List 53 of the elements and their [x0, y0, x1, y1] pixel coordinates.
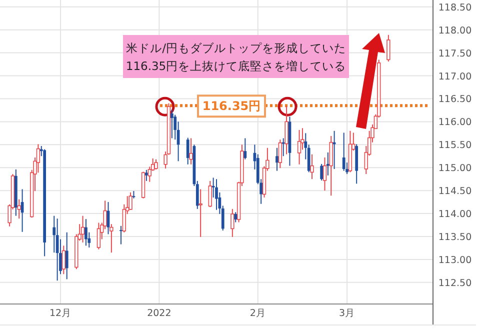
candlestick: [278, 139, 282, 169]
candlestick: [62, 245, 66, 275]
x-tick-label: 2月: [250, 308, 266, 319]
y-tick-label: 115.50: [438, 140, 472, 152]
candlestick: [84, 218, 88, 246]
candlestick: [65, 232, 68, 280]
x-tick-label: 12月: [49, 308, 72, 319]
y-tick-label: 113.00: [438, 254, 472, 266]
y-tick-label: 117.00: [438, 71, 472, 82]
candlestick: [17, 198, 21, 220]
y-tick-label: 114.00: [438, 209, 472, 220]
candlestick: [110, 224, 114, 254]
candlestick: [297, 129, 302, 165]
candlestick: [120, 225, 122, 245]
candlestick: [132, 190, 136, 199]
candlestick: [198, 188, 202, 238]
candlestick: [322, 157, 327, 192]
candlestick: [310, 154, 314, 180]
x-tick-label: 2022: [147, 308, 172, 319]
candlestick: [208, 180, 212, 208]
candlestick: [320, 163, 323, 181]
candlestick: [329, 135, 333, 196]
x-tick-label: 3月: [339, 308, 356, 319]
annotation: 米ドル/円もダブルトップを形成していた: [126, 41, 346, 55]
y-tick-label: 113.50: [438, 232, 472, 243]
candlestick: [284, 106, 288, 155]
y-tick-label: 117.50: [438, 48, 472, 60]
candlestick: [244, 138, 247, 160]
y-tick-label: 112.50: [438, 278, 472, 289]
y-tick-label: 114.50: [438, 186, 472, 198]
candlestick: [234, 212, 238, 223]
candlestick: [215, 178, 218, 210]
y-tick-label: 116.00: [438, 117, 472, 128]
candlestick: [80, 215, 85, 243]
candlestick: [326, 152, 330, 176]
ref-line-label: 116.35円: [202, 99, 261, 114]
candlestick: [96, 222, 101, 250]
candlestick: [170, 109, 174, 139]
candlestick: [189, 138, 193, 165]
y-tick-label: 118.00: [438, 25, 472, 36]
candlestick: [128, 192, 132, 210]
annotation: 米ドル/円もダブルトップを形成していた 116.35円を上抜けて底堅さを増している: [123, 35, 349, 78]
candlestick: [186, 137, 190, 165]
candlestick: [386, 34, 390, 62]
candlestick: [230, 208, 234, 238]
y-tick-label: 116.50: [438, 94, 472, 106]
candlestick: [154, 158, 158, 170]
annotation: 116.35円を上抜けて底堅さを増している: [126, 59, 346, 73]
y-tick-label: 115.00: [438, 163, 472, 174]
candlestick: [276, 147, 278, 172]
candlestick: [342, 132, 346, 172]
y-tick-label: 118.50: [438, 2, 472, 14]
candlestick: [145, 169, 148, 182]
